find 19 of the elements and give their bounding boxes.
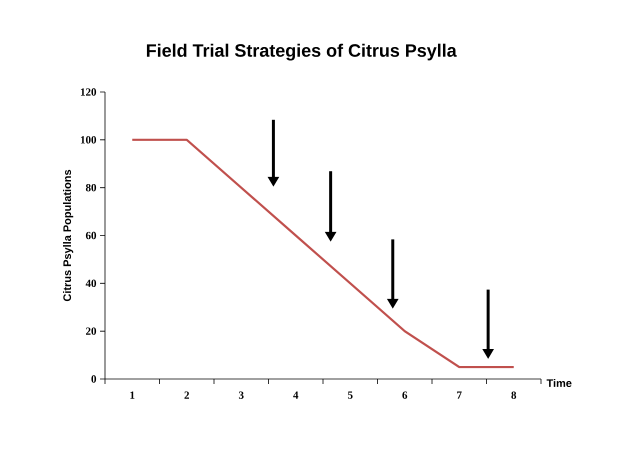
x-tick-label: 1 bbox=[130, 391, 134, 399]
line-series bbox=[131, 138, 515, 368]
x-tick-label: 8 bbox=[511, 391, 516, 399]
chart-title: Field Trial Strategies of Citrus Psylla bbox=[146, 44, 457, 60]
y-tick-label: 120 bbox=[80, 88, 96, 96]
y-tick-label: 60 bbox=[86, 232, 96, 240]
x-tick-label: 2 bbox=[184, 391, 190, 399]
y-tick-label: 20 bbox=[86, 327, 96, 335]
x-tick-label: 6 bbox=[402, 391, 408, 399]
x-tick-label: 4 bbox=[293, 391, 298, 399]
y-tick-label: 0 bbox=[91, 375, 96, 383]
y-axis-title: Citrus Psylla Populations bbox=[63, 170, 74, 302]
y-tick-label: 40 bbox=[86, 280, 96, 288]
y-tick-label: 80 bbox=[86, 184, 96, 192]
x-axis-title: Time bbox=[546, 378, 572, 388]
y-tick-label: 100 bbox=[80, 136, 96, 144]
x-tick-label: 7 bbox=[457, 391, 462, 399]
x-tick-label: 5 bbox=[348, 391, 353, 399]
x-tick-label: 3 bbox=[238, 391, 244, 399]
